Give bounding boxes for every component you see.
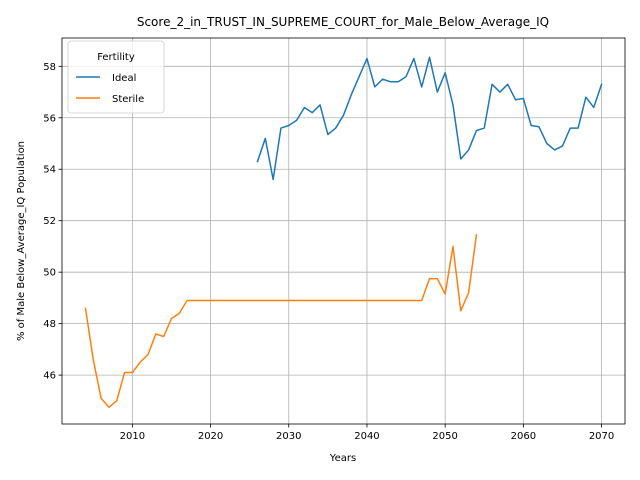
x-tick-label: 2060 xyxy=(511,431,536,442)
plot-area-frame xyxy=(61,37,626,425)
y-tick-label: 46 xyxy=(43,371,56,382)
series-layer xyxy=(84,56,603,409)
x-tick-label: 2010 xyxy=(120,431,145,442)
chart-title: Score_2_in_TRUST_IN_SUPREME_COURT_for_Ma… xyxy=(137,15,549,29)
series-line-sterile xyxy=(84,234,478,409)
x-tick-label: 2050 xyxy=(432,431,457,442)
legend-title: Fertility xyxy=(97,52,135,63)
y-tick-label: 56 xyxy=(43,113,56,124)
x-tick-label: 2070 xyxy=(589,431,614,442)
legend-box xyxy=(67,40,165,114)
y-tick-label: 48 xyxy=(43,319,56,330)
legend-label-sterile: Sterile xyxy=(112,94,144,105)
grid-lines xyxy=(62,38,625,424)
x-axis-ticks: 2010 2020 2030 2040 2050 2060 2070 xyxy=(120,424,614,442)
x-axis-label: Years xyxy=(329,453,356,464)
y-tick-label: 58 xyxy=(43,62,56,73)
legend-label-ideal: Ideal xyxy=(112,73,136,84)
y-tick-label: 52 xyxy=(43,216,56,227)
x-tick-label: 2030 xyxy=(276,431,301,442)
y-axis-label: % of Male Below_Average_IQ Population xyxy=(16,141,27,341)
y-tick-label: 50 xyxy=(43,268,56,279)
x-tick-label: 2040 xyxy=(354,431,379,442)
series-line-ideal xyxy=(256,56,603,181)
x-tick-label: 2020 xyxy=(198,431,223,442)
y-axis-ticks: 46 48 50 52 54 56 58 xyxy=(43,62,62,382)
legend: Fertility Ideal Sterile xyxy=(67,40,165,114)
y-tick-label: 54 xyxy=(43,165,56,176)
